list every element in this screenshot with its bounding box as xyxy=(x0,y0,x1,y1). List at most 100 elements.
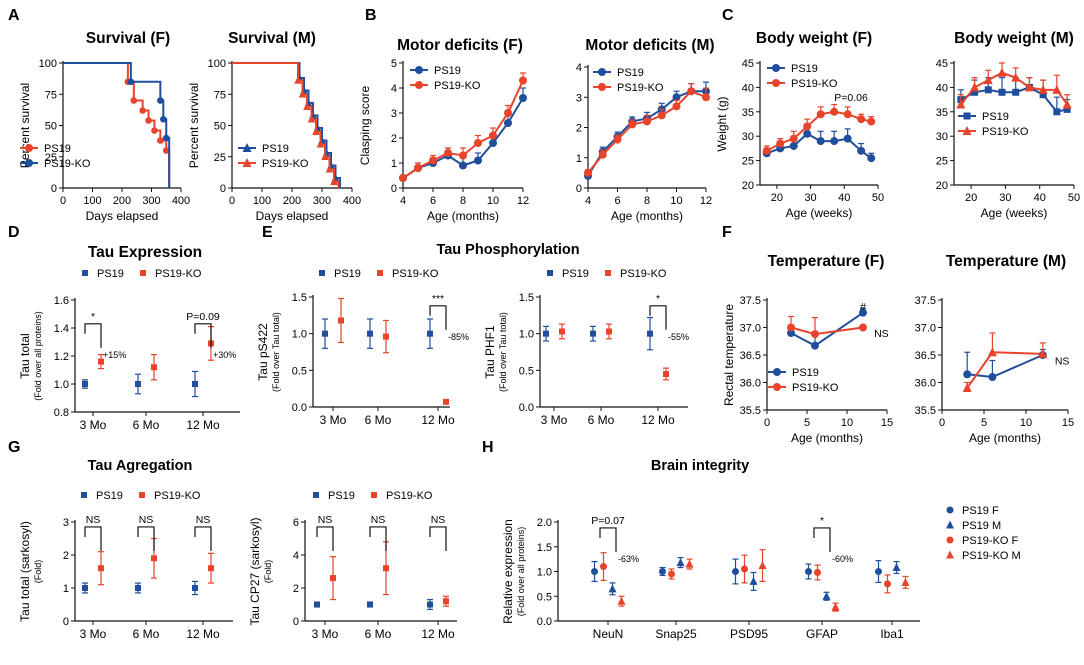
y-tick-label: 40 xyxy=(742,82,754,94)
data-point xyxy=(867,154,876,163)
data-point xyxy=(192,585,198,591)
data-point xyxy=(192,381,198,387)
data-point xyxy=(830,107,839,116)
significance-bracket xyxy=(137,526,155,551)
y-tick-label: 2.0 xyxy=(537,517,552,529)
y-tick-label: 36.0 xyxy=(740,378,761,390)
significance-label: NS xyxy=(86,514,101,526)
data-point xyxy=(732,568,739,575)
x-tick-label: 30 xyxy=(804,192,816,204)
data-point xyxy=(1012,88,1020,96)
y-axis-label: Percent survival xyxy=(18,83,32,168)
legend-marker xyxy=(25,144,33,152)
chart-title: Body weight (M) xyxy=(954,30,1074,47)
chart-f2: Temperature (M) 35.5 36.0 36.5 37.0 37.5 0 5 10 1… xyxy=(915,253,1075,445)
data-point xyxy=(474,156,482,165)
legend-marker xyxy=(415,81,423,89)
x-tick-label: 6 xyxy=(430,195,436,207)
data-point xyxy=(811,330,819,339)
data-point xyxy=(816,110,825,119)
legend-label: PS19 xyxy=(96,490,123,502)
data-point xyxy=(130,97,138,104)
x-category-label: PSD95 xyxy=(730,627,768,641)
data-point xyxy=(459,151,467,160)
y-tick-label: 2 xyxy=(576,123,582,135)
y-tick-label: 50 xyxy=(45,121,57,133)
y-axis-label: Tau CP27 (sarkosyl) xyxy=(248,517,262,625)
panel-label-a: A xyxy=(8,7,20,24)
chart-e1: 0.0 0.5 1.0 1.5 3 Mo 6 Mo 12 Mo Tau pS422 (Fold … xyxy=(256,268,469,427)
data-point xyxy=(822,591,831,600)
y-tick-label: 0 xyxy=(51,183,57,195)
data-point xyxy=(884,580,891,588)
data-point xyxy=(139,107,146,114)
data-point xyxy=(82,381,88,387)
chart-annotation: NS xyxy=(874,328,889,340)
legend-marker xyxy=(81,492,87,498)
legend-marker xyxy=(415,66,423,74)
data-point xyxy=(330,177,338,186)
data-point xyxy=(367,330,373,337)
data-point xyxy=(998,88,1006,96)
data-point xyxy=(1024,82,1034,92)
data-point xyxy=(758,561,767,570)
x-tick-label: 8 xyxy=(460,195,466,207)
legend-label: PS19-KO xyxy=(617,82,664,94)
legend-label: PS19 xyxy=(434,65,461,77)
legend-marker xyxy=(962,126,972,135)
data-point xyxy=(831,602,840,611)
data-point xyxy=(489,139,497,147)
data-point xyxy=(859,323,867,332)
significance-bracket xyxy=(316,526,334,551)
y-tick-label: 37.5 xyxy=(740,295,761,307)
y-tick-label: 0.8 xyxy=(54,407,69,419)
data-point xyxy=(1038,84,1048,94)
y-tick-label: 0 xyxy=(293,616,299,628)
y-axis-label: Weight (g) xyxy=(715,96,729,151)
x-category-label: 6 Mo xyxy=(365,627,392,641)
x-tick-label: 20 xyxy=(771,192,783,204)
x-category-label: 12 Mo xyxy=(641,413,675,427)
x-axis-label: Age (weeks) xyxy=(786,206,853,220)
x-tick-label: 5 xyxy=(804,417,810,429)
y-axis-label: Tau PHF1 xyxy=(483,325,497,379)
x-axis-label: Age (months) xyxy=(969,431,1041,445)
x-axis-label: Age (months) xyxy=(427,209,499,223)
y-tick-label: 0 xyxy=(63,616,69,628)
data-point xyxy=(687,87,696,96)
legend-label: PS19 xyxy=(334,268,361,280)
legend-label: PS19-KO xyxy=(392,268,439,280)
legend-marker xyxy=(139,492,145,498)
y-tick-label: 1 xyxy=(63,583,69,595)
chart-annotation: NS xyxy=(1055,355,1070,367)
data-point xyxy=(647,330,653,337)
data-point xyxy=(1062,99,1072,109)
y-tick-label: 30 xyxy=(936,131,948,143)
chart-a1: Survival (F) 0 25 50 75 100 0 100 200 300 400 Days … xyxy=(18,30,190,223)
data-point xyxy=(762,146,771,155)
legend-marker xyxy=(772,64,780,72)
x-tick-label: 15 xyxy=(1062,417,1074,429)
data-point xyxy=(127,78,135,86)
data-point xyxy=(816,137,825,146)
data-point xyxy=(657,111,666,120)
significance-bracket xyxy=(429,305,447,330)
data-point xyxy=(443,598,449,605)
data-point xyxy=(857,115,866,124)
x-tick-label: 30 xyxy=(999,192,1011,204)
data-point xyxy=(1053,108,1061,116)
legend-label: PS19 xyxy=(562,268,589,280)
y-tick-label: 30 xyxy=(742,131,754,143)
data-point xyxy=(892,563,901,572)
chart-c1: Body weight (F) 20 25 30 35 40 45 20 30 40 50 Age (… xyxy=(715,30,884,220)
significance-bracket xyxy=(84,323,102,348)
chart-title: Temperature (M) xyxy=(946,253,1066,270)
x-category-label: 12 Mo xyxy=(186,418,220,432)
legend-marker xyxy=(598,68,606,76)
y-tick-label: 1.6 xyxy=(54,295,69,307)
x-tick-label: 12 xyxy=(700,195,712,207)
data-point xyxy=(383,333,389,340)
data-point xyxy=(208,565,214,572)
